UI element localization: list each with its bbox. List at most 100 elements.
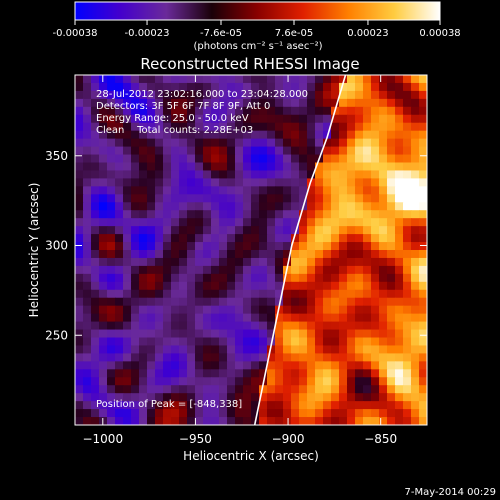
heatmap-cell	[363, 170, 372, 180]
heatmap-cell	[179, 130, 188, 140]
heatmap-cell	[339, 369, 348, 378]
heatmap-cell	[291, 122, 300, 132]
heatmap-cell	[179, 329, 188, 339]
heatmap-cell	[187, 162, 196, 172]
heatmap-cell	[267, 369, 276, 378]
heatmap-cell	[291, 154, 300, 164]
heatmap-cell	[227, 218, 236, 227]
heatmap-cell	[107, 353, 116, 362]
heatmap-cell	[379, 90, 388, 100]
heatmap-cell	[187, 178, 196, 187]
y-tick-label: 300	[45, 239, 68, 253]
heatmap-cell	[83, 210, 92, 219]
heatmap-cell	[179, 265, 188, 275]
heatmap-cell	[107, 281, 116, 291]
heatmap-cell	[187, 297, 196, 307]
heatmap-cell	[203, 90, 212, 100]
heatmap-cell	[187, 226, 196, 235]
heatmap-cell	[291, 178, 300, 187]
heatmap-cell	[179, 281, 188, 291]
heatmap-cell	[267, 361, 276, 370]
heatmap-cell	[163, 194, 172, 203]
heatmap-cell	[75, 273, 84, 283]
heatmap-cell	[347, 178, 356, 187]
heatmap-cell	[275, 75, 284, 84]
heatmap-cell	[403, 305, 412, 315]
heatmap-cell	[75, 178, 84, 187]
x-tick-label: −1000	[82, 432, 123, 446]
heatmap-cell	[219, 186, 228, 195]
heatmap-cell	[299, 273, 308, 283]
heatmap-cell	[75, 130, 84, 140]
heatmap-cell	[91, 226, 100, 235]
heatmap-cell	[275, 281, 284, 291]
heatmap-cell	[203, 409, 212, 418]
heatmap-cell	[179, 257, 188, 267]
heatmap-cell	[83, 313, 92, 323]
heatmap-cell	[123, 242, 132, 251]
heatmap-cell	[107, 345, 116, 355]
heatmap-cell	[307, 242, 316, 251]
heatmap-cell	[115, 82, 124, 92]
heatmap-cell	[219, 98, 228, 108]
heatmap-cell	[323, 82, 332, 92]
heatmap-cell	[283, 393, 292, 402]
heatmap-cell	[123, 281, 132, 291]
heatmap-cell	[131, 226, 140, 235]
heatmap-cell	[179, 385, 188, 394]
heatmap-cell	[387, 210, 396, 219]
heatmap-cell	[267, 170, 276, 180]
heatmap-cell	[131, 361, 140, 370]
heatmap-cell	[211, 345, 220, 355]
heatmap-cell	[387, 130, 396, 140]
heatmap-cell	[339, 409, 348, 418]
heatmap-cell	[211, 202, 220, 211]
heatmap-cell	[115, 401, 124, 410]
heatmap-cell	[171, 234, 180, 243]
heatmap-cell	[155, 401, 164, 410]
heatmap-cell	[331, 265, 340, 275]
heatmap-cell	[331, 273, 340, 283]
heatmap-cell	[339, 186, 348, 195]
heatmap-cell	[323, 114, 332, 124]
heatmap-cell	[107, 409, 116, 418]
heatmap-cell	[395, 250, 404, 259]
heatmap-cell	[331, 130, 340, 140]
heatmap-cell	[91, 313, 100, 323]
heatmap-cell	[147, 178, 156, 187]
heatmap-cell	[187, 281, 196, 291]
heatmap-cell	[155, 305, 164, 315]
heatmap-cell	[123, 273, 132, 283]
heatmap-cell	[259, 265, 268, 275]
heatmap-cell	[187, 154, 196, 164]
heatmap-cell	[275, 130, 284, 140]
heatmap-cell	[267, 281, 276, 291]
heatmap-cell	[139, 226, 148, 235]
heatmap-cell	[371, 226, 380, 235]
heatmap-cell	[139, 297, 148, 307]
heatmap-cell	[355, 401, 364, 410]
heatmap-cell	[219, 178, 228, 187]
heatmap-cell	[147, 265, 156, 275]
heatmap-cell	[83, 289, 92, 299]
heatmap-cell	[203, 377, 212, 386]
heatmap-cell	[259, 297, 268, 307]
heatmap-cell	[131, 297, 140, 307]
heatmap-cell	[195, 281, 204, 291]
heatmap-cell	[171, 154, 180, 164]
heatmap-cell	[147, 377, 156, 386]
heatmap-cell	[267, 146, 276, 156]
heatmap-cell	[339, 210, 348, 219]
heatmap-cell	[187, 186, 196, 195]
heatmap-cell	[403, 401, 412, 410]
heatmap-cell	[403, 385, 412, 394]
heatmap-cell	[275, 122, 284, 132]
heatmap-cell	[203, 297, 212, 307]
heatmap-cell	[371, 114, 380, 124]
heatmap-cell	[283, 297, 292, 307]
heatmap-cell	[371, 106, 380, 116]
heatmap-cell	[83, 337, 92, 347]
heatmap-cell	[387, 162, 396, 172]
heatmap-cell	[211, 361, 220, 370]
heatmap-cell	[395, 297, 404, 307]
